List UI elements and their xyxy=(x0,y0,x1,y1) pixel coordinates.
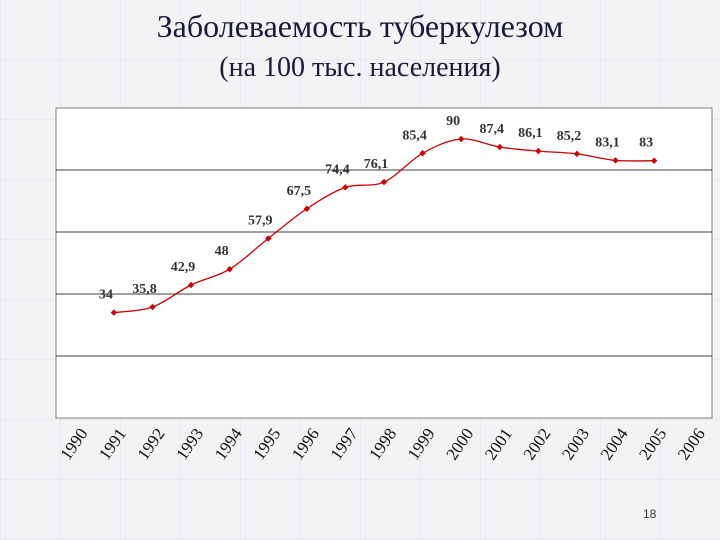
data-label: 76,1 xyxy=(364,157,389,172)
x-tick-label: 2000 xyxy=(442,425,477,464)
x-tick-label: 1993 xyxy=(172,425,207,464)
data-label: 83 xyxy=(639,136,653,151)
data-label: 87,4 xyxy=(480,122,505,137)
data-point xyxy=(149,303,156,311)
data-label: 90 xyxy=(446,114,460,129)
data-label: 85,2 xyxy=(557,129,582,144)
data-point xyxy=(496,143,503,151)
x-tick-label: 1994 xyxy=(211,424,246,463)
data-label: 34 xyxy=(99,288,113,303)
x-tick-label: 1990 xyxy=(56,425,91,464)
x-tick-label: 2006 xyxy=(674,425,709,464)
data-point xyxy=(380,178,388,186)
data-point xyxy=(535,147,542,155)
x-tick-label: 2004 xyxy=(597,424,632,463)
x-tick-label: 2001 xyxy=(481,425,516,464)
data-label: 42,9 xyxy=(171,260,196,275)
x-tick-label: 2002 xyxy=(520,425,555,464)
chart-title: Заболеваемость туберкулезом xyxy=(156,8,564,44)
x-tick-label: 1999 xyxy=(404,425,439,464)
x-axis-labels: 1990 1991 1992 1993 1994 1995 1996 1997 1998 1999… xyxy=(56,424,708,463)
data-point xyxy=(419,150,426,157)
data-labels: 34 35,8 42,9 48 57,9 67,5 74,4 76,1 85,4 90 87,4 86… xyxy=(99,114,653,303)
x-tick-label: 1992 xyxy=(134,425,169,464)
data-label: 67,5 xyxy=(287,184,312,199)
data-label: 35,8 xyxy=(132,282,157,297)
data-label: 57,9 xyxy=(248,214,273,229)
chart-subtitle: (на 100 тыс. населения) xyxy=(219,52,501,83)
x-tick-label: 1995 xyxy=(249,425,284,464)
data-point xyxy=(342,184,349,191)
gridlines xyxy=(56,169,712,357)
data-label: 86,1 xyxy=(518,126,543,141)
x-tick-label: 1998 xyxy=(365,425,400,464)
x-tick-label: 2005 xyxy=(635,425,670,464)
x-tick-label: 1996 xyxy=(288,425,323,464)
x-tick-label: 1997 xyxy=(327,424,362,463)
x-tick-label: 1991 xyxy=(95,425,130,464)
data-label: 85,4 xyxy=(402,128,427,143)
data-point xyxy=(187,281,195,289)
plot-area xyxy=(55,107,713,419)
data-label: 74,4 xyxy=(325,162,350,177)
data-point xyxy=(650,157,658,164)
data-point xyxy=(457,135,465,143)
data-point xyxy=(110,309,118,316)
data-point xyxy=(612,157,619,164)
page-number: 18 xyxy=(643,507,657,521)
data-point xyxy=(265,235,272,242)
data-label: 83,1 xyxy=(595,135,620,150)
data-point xyxy=(303,205,311,212)
series-markers xyxy=(110,135,658,316)
data-point xyxy=(573,150,581,158)
data-label: 48 xyxy=(215,244,229,259)
x-tick-label: 2003 xyxy=(558,425,593,464)
data-point xyxy=(226,266,233,273)
